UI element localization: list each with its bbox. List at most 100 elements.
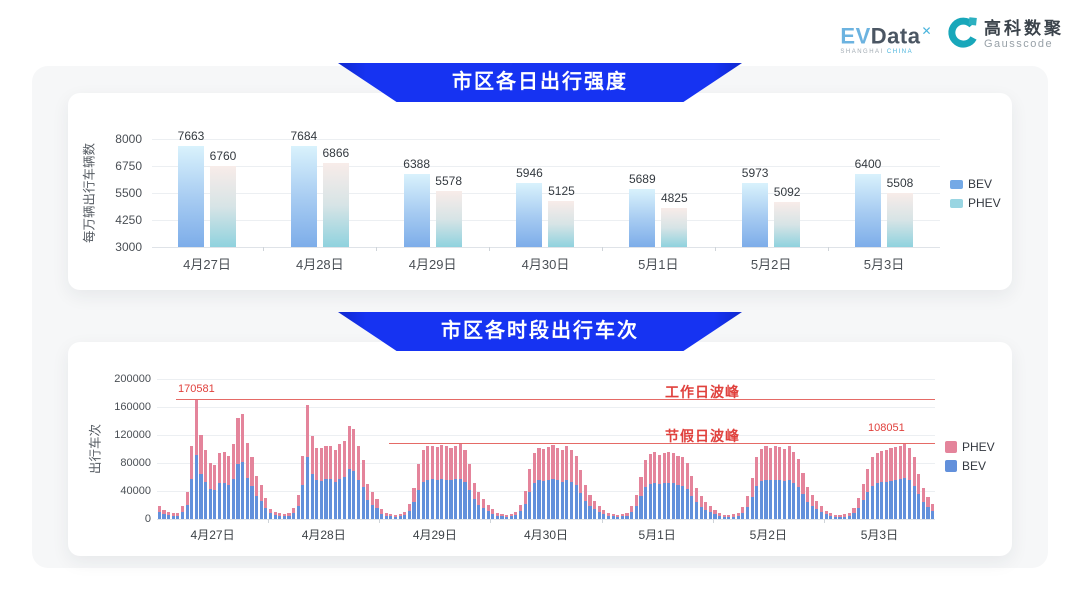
stack-bar-bev xyxy=(857,507,861,519)
stack-bar-phev xyxy=(245,443,249,479)
stack-bar-phev xyxy=(657,454,662,485)
evdata-subtitle: SHANGHAI CHINA xyxy=(840,49,932,55)
stack-bar-bev xyxy=(620,516,624,519)
y-tick-label: 8000 xyxy=(115,132,142,146)
stack-bar-phev xyxy=(824,510,828,515)
stack-bar-phev xyxy=(347,425,351,469)
stack-bar-phev xyxy=(889,448,893,481)
stack-bar-bev xyxy=(875,483,879,519)
stack-bar-bev xyxy=(745,506,749,519)
legend-item-phev[interactable]: PHEV xyxy=(950,196,1001,210)
legend-item-bev[interactable]: BEV xyxy=(950,177,1001,191)
stack-bar-phev xyxy=(741,507,745,513)
stack-bar-bev xyxy=(532,483,536,519)
stack-bar-bev xyxy=(208,488,212,519)
gausscode-logo: 高科数聚 Gausscode xyxy=(946,16,1064,55)
stack-bar-bev xyxy=(736,515,740,519)
bar-phev xyxy=(661,207,688,247)
grid-line xyxy=(157,378,935,380)
stack-bar-phev xyxy=(843,514,847,517)
bev-legend-label: BEV xyxy=(968,177,993,191)
stack-bar-bev xyxy=(704,509,708,519)
stack-bar-bev xyxy=(593,509,597,519)
stack-bar-phev xyxy=(764,446,768,480)
stack-bar-bev xyxy=(222,482,226,519)
stack-bar-bev xyxy=(495,515,499,519)
stack-bar-phev xyxy=(500,514,504,517)
stack-bar-bev xyxy=(606,515,611,519)
stack-bar-phev xyxy=(847,512,851,516)
stack-bar-bev xyxy=(667,482,671,519)
y-tick-label: 4250 xyxy=(115,213,142,227)
stack-bar-bev xyxy=(254,495,259,519)
stack-bar-phev xyxy=(861,484,865,501)
stack-bar-phev xyxy=(815,500,819,510)
stack-bar-bev xyxy=(579,492,583,519)
grid-line xyxy=(152,138,940,140)
stack-bar-bev xyxy=(481,508,486,519)
stack-bar-bev xyxy=(643,486,648,519)
stack-bar-bev xyxy=(398,516,402,519)
stack-bar-phev xyxy=(222,451,226,483)
x-axis-tick xyxy=(489,247,491,251)
stack-bar-bev xyxy=(819,512,824,519)
stack-bar-bev xyxy=(889,480,893,519)
stack-bar-phev xyxy=(412,487,416,502)
stack-bar-bev xyxy=(199,473,203,519)
bar-bev xyxy=(290,145,317,247)
legend-item-phev[interactable]: PHEV xyxy=(945,440,995,454)
stack-bar-phev xyxy=(454,445,458,480)
stack-bar-bev xyxy=(190,479,194,519)
bar-phev xyxy=(774,201,801,247)
stack-bar-phev xyxy=(810,495,814,507)
bar-bev xyxy=(742,182,769,247)
stack-bar-phev xyxy=(241,414,245,463)
stack-bar-bev xyxy=(412,501,416,519)
stack-bar-phev xyxy=(769,447,773,481)
stack-bar-phev xyxy=(403,512,407,516)
stack-bar-bev xyxy=(384,515,388,519)
x-tick-label: 4月27日 xyxy=(183,257,231,272)
stack-bar-phev xyxy=(370,492,374,505)
stack-bar-bev xyxy=(204,481,208,519)
stack-bar-bev xyxy=(931,510,935,519)
stack-bar-bev xyxy=(611,516,615,519)
stack-bar-phev xyxy=(278,513,282,516)
bar-value-label: 7684 xyxy=(290,128,318,143)
stack-bar-phev xyxy=(634,494,638,506)
stack-bar-bev xyxy=(282,516,286,519)
x-tick-label: 4月27日 xyxy=(190,528,235,542)
stack-bar-phev xyxy=(463,450,467,482)
stack-bar-phev xyxy=(787,446,791,480)
stack-bar-phev xyxy=(736,512,740,516)
stack-bar-phev xyxy=(662,452,666,484)
stack-bar-phev xyxy=(227,456,231,485)
stack-bar-bev xyxy=(157,512,161,519)
stack-bar-bev xyxy=(305,457,310,519)
stack-bar-phev xyxy=(898,445,902,480)
bar-value-label: 5092 xyxy=(773,184,801,199)
stack-bar-phev xyxy=(801,472,805,495)
stack-bar-bev xyxy=(259,500,263,519)
stack-bar-phev xyxy=(268,508,273,514)
legend-item-bev[interactable]: BEV xyxy=(945,459,995,473)
stack-bar-bev xyxy=(171,515,175,519)
stack-bar-bev xyxy=(361,487,365,519)
stack-bar-phev xyxy=(926,496,930,507)
stack-bar-bev xyxy=(176,515,180,519)
stack-bar-bev xyxy=(731,516,736,519)
stack-bar-phev xyxy=(444,446,448,480)
stack-bar-bev xyxy=(472,499,476,519)
bev-legend-swatch-icon xyxy=(945,460,957,472)
stack-bar-phev xyxy=(301,456,305,485)
stack-bar-bev xyxy=(787,479,791,519)
x-axis-tick xyxy=(601,247,603,251)
y-tick-label: 0 xyxy=(144,513,151,525)
stack-bar-bev xyxy=(486,511,490,519)
stack-bar-bev xyxy=(324,479,328,519)
stack-bar-bev xyxy=(162,514,166,519)
stack-bar-phev xyxy=(259,485,263,501)
stack-bar-phev xyxy=(875,452,879,484)
bev-legend-label: BEV xyxy=(962,459,987,473)
stack-bar-phev xyxy=(690,475,694,496)
